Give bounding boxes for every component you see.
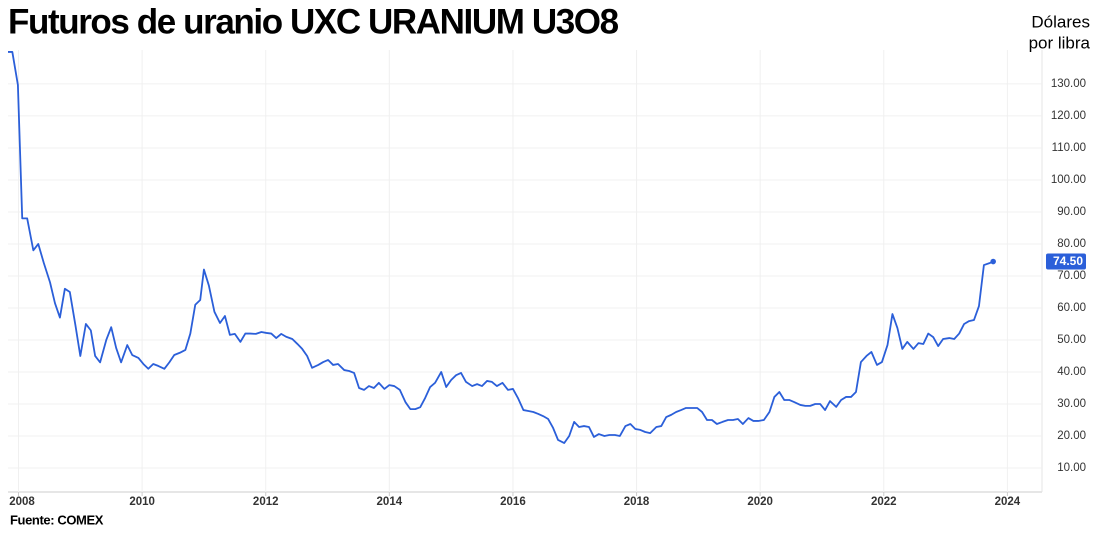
y-axis-title: Dólares xyxy=(1031,12,1090,31)
y-tick-label: 60.00 xyxy=(1057,302,1086,314)
price-badge-label: 74.50 xyxy=(1053,254,1083,268)
y-tick-label: 120.00 xyxy=(1051,110,1086,122)
y-tick-label: 90.00 xyxy=(1057,206,1086,218)
last-point xyxy=(990,258,996,265)
y-tick-label: 130.00 xyxy=(1051,78,1086,90)
price-badge xyxy=(1046,253,1086,270)
y-tick-label: 20.00 xyxy=(1057,430,1086,442)
x-tick-label: 2020 xyxy=(747,496,773,508)
x-tick-label: 2018 xyxy=(624,496,650,508)
y-tick-label: 40.00 xyxy=(1057,366,1086,378)
chart-title: Futuros de uranio UXC URANIUM U3O8 xyxy=(8,2,619,41)
x-tick-label: 2022 xyxy=(871,496,897,508)
x-tick-label: 2016 xyxy=(500,496,526,508)
x-tick-label: 2014 xyxy=(377,496,403,508)
y-tick-label: 80.00 xyxy=(1057,238,1086,250)
y-tick-label: 110.00 xyxy=(1052,142,1086,154)
y-tick-label: 100.00 xyxy=(1051,174,1086,186)
x-tick-label: 2024 xyxy=(995,496,1021,508)
y-tick-label: 10.00 xyxy=(1057,462,1086,474)
y-tick-label: 70.00 xyxy=(1057,270,1086,282)
y-tick-label: 30.00 xyxy=(1057,398,1086,410)
x-tick-label: 2010 xyxy=(129,496,155,508)
x-tick-label: 2008 xyxy=(9,496,35,508)
price-line xyxy=(8,51,994,444)
y-tick-label: 50.00 xyxy=(1057,334,1086,346)
y-axis-title: por libra xyxy=(1029,33,1091,52)
x-tick-label: 2012 xyxy=(253,496,279,508)
source-note: Fuente: COMEX xyxy=(10,512,104,527)
